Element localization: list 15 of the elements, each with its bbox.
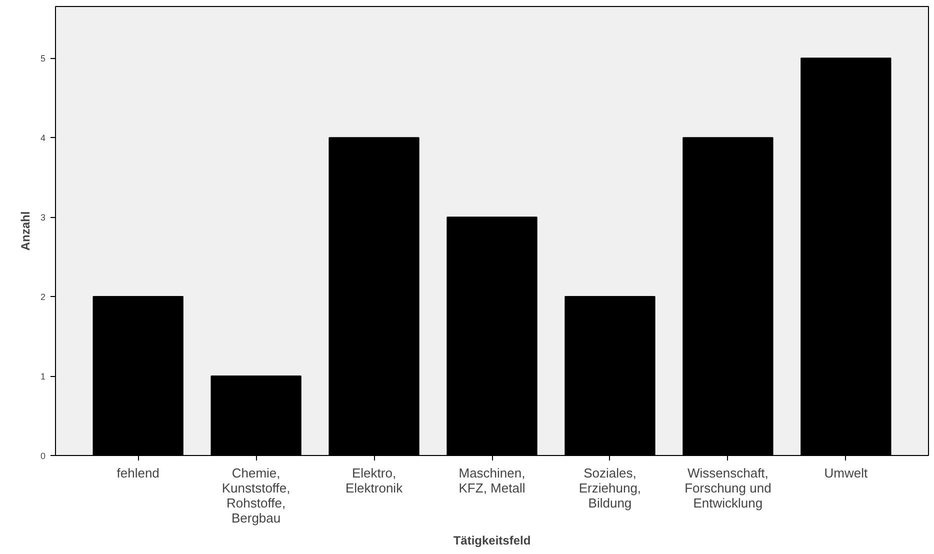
- x-axis-title: Tätigkeitsfeld: [453, 534, 531, 548]
- x-tick-label: Wissenschaft, Forschung und Entwicklung: [684, 466, 772, 510]
- y-tick-label: 5: [40, 54, 46, 64]
- y-tick-label: 3: [40, 212, 46, 223]
- x-tick-label: Chemie, Kunststoffe, Rohstoffe, Bergbau: [222, 466, 290, 526]
- y-tick-label: 0: [40, 451, 46, 461]
- x-tick-label: Umwelt: [824, 466, 868, 480]
- x-tick-label: Elektro, Elektronik: [345, 466, 404, 496]
- x-tick-label: Maschinen, KFZ, Metall: [458, 466, 526, 496]
- x-tick-label: Soziales, Erziehung, Bildung: [578, 466, 642, 510]
- y-tick-label: 4: [40, 133, 46, 144]
- y-axis-title: Anzahl: [18, 211, 32, 251]
- y-tick-label: 1: [40, 372, 46, 382]
- x-tick-label: fehlend: [116, 466, 160, 480]
- y-tick-label: 2: [40, 292, 46, 302]
